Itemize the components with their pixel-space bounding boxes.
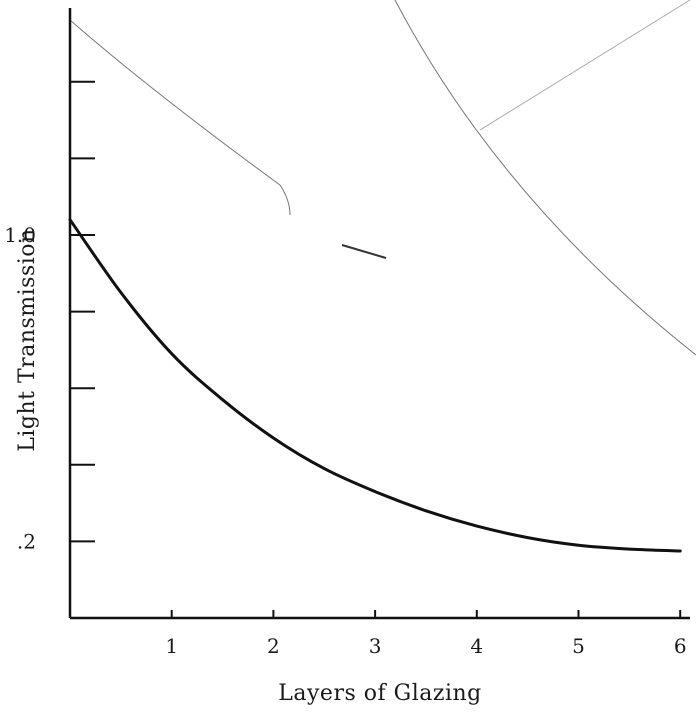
y-ticks: .2 1.0	[4, 80, 95, 553]
chart-axes	[68, 8, 690, 620]
y-axis-label: Light Transmission	[15, 228, 40, 451]
y-tick-label: 1.0	[4, 223, 36, 247]
x-tick-label: 6	[674, 634, 687, 658]
x-tick-label: 3	[369, 634, 382, 658]
x-tick-label: 4	[470, 634, 483, 658]
artifact-curve-left	[69, 19, 291, 216]
series-layer	[68, 218, 682, 553]
x-ticks: 1 2 3 4 5 6	[165, 610, 687, 658]
y-tick-label: .2	[17, 529, 36, 553]
x-axis-label: Layers of Glazing	[278, 681, 481, 706]
background-artifacts	[69, 0, 696, 356]
series-line-light-transmission	[68, 218, 682, 553]
artifact-dash	[341, 244, 387, 259]
x-tick-label: 2	[267, 634, 280, 658]
artifact-curve-right	[394, 0, 696, 356]
x-tick-label: 1	[165, 634, 178, 658]
artifact-line-diagonal	[479, 0, 691, 131]
x-tick-label: 5	[572, 634, 585, 658]
